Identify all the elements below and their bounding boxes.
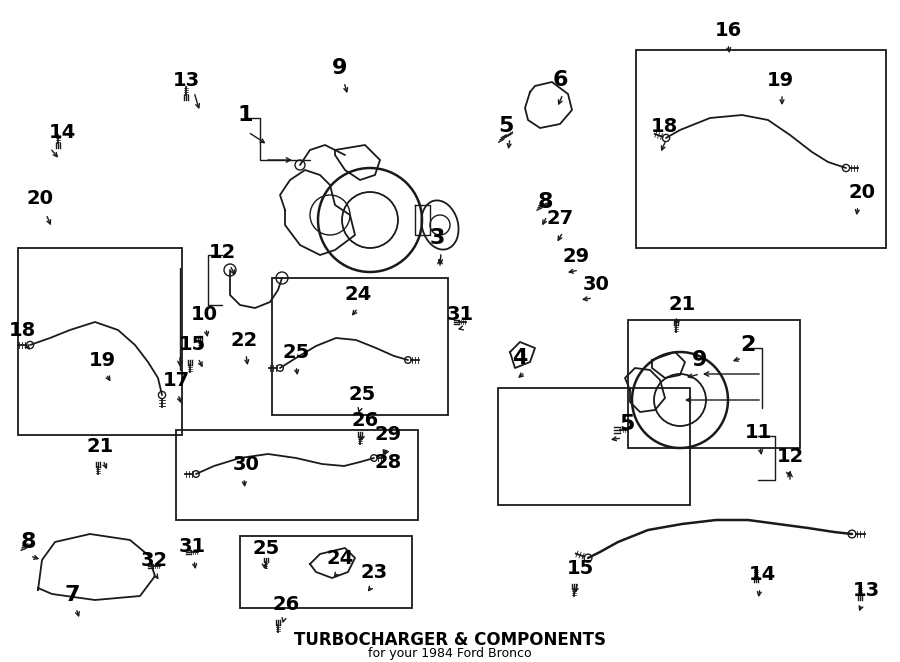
Text: 24: 24: [345, 285, 372, 303]
Text: 14: 14: [749, 565, 776, 583]
Text: 23: 23: [360, 563, 388, 581]
Polygon shape: [38, 534, 155, 600]
Text: 21: 21: [669, 295, 696, 314]
Text: 14: 14: [49, 122, 76, 142]
Text: TURBOCHARGER & COMPONENTS: TURBOCHARGER & COMPONENTS: [294, 631, 606, 649]
Text: 25: 25: [348, 385, 375, 404]
Text: 2: 2: [741, 335, 756, 355]
Text: 10: 10: [191, 305, 218, 324]
Text: 16: 16: [715, 21, 742, 40]
Bar: [628, 320, 800, 448]
Text: for your 1984 Ford Bronco: for your 1984 Ford Bronco: [368, 647, 532, 661]
Text: 29: 29: [562, 246, 590, 265]
Bar: [240, 536, 412, 608]
Text: 26: 26: [351, 410, 379, 430]
Text: 6: 6: [553, 70, 568, 90]
Polygon shape: [525, 82, 572, 128]
Polygon shape: [652, 352, 685, 378]
Text: 1: 1: [238, 105, 253, 125]
Text: 15: 15: [178, 334, 205, 354]
Bar: [636, 50, 886, 248]
Text: 5: 5: [499, 116, 514, 136]
Text: 18: 18: [651, 117, 678, 136]
Polygon shape: [310, 548, 355, 578]
Text: 18: 18: [8, 320, 36, 340]
Text: 30: 30: [232, 455, 259, 473]
Text: 19: 19: [767, 70, 794, 89]
Text: 17: 17: [162, 371, 190, 389]
Text: 11: 11: [744, 422, 771, 442]
Text: 12: 12: [209, 242, 236, 261]
Bar: [272, 278, 448, 415]
Text: 21: 21: [86, 436, 113, 455]
Text: 7: 7: [64, 585, 80, 605]
Text: 32: 32: [140, 551, 167, 569]
Text: 19: 19: [88, 350, 115, 369]
Text: 30: 30: [582, 275, 609, 293]
Text: 8: 8: [20, 532, 36, 552]
Text: 28: 28: [374, 453, 401, 471]
Text: 13: 13: [852, 581, 879, 600]
Bar: [18, 248, 182, 435]
Polygon shape: [280, 170, 355, 255]
Text: 3: 3: [429, 228, 445, 248]
Text: 4: 4: [512, 348, 527, 368]
Text: 12: 12: [777, 446, 804, 465]
Text: 20: 20: [26, 189, 53, 207]
Polygon shape: [625, 368, 665, 412]
Bar: [498, 388, 690, 505]
Bar: [176, 430, 418, 520]
Text: 25: 25: [252, 538, 280, 557]
Polygon shape: [415, 205, 430, 235]
Text: 8: 8: [537, 192, 553, 212]
Polygon shape: [510, 342, 535, 368]
Text: 31: 31: [178, 536, 205, 555]
Text: 27: 27: [546, 209, 573, 228]
Text: 5: 5: [619, 414, 634, 434]
Text: 9: 9: [692, 350, 707, 370]
Text: 29: 29: [374, 424, 401, 444]
Text: 25: 25: [283, 342, 310, 361]
Text: 26: 26: [273, 594, 300, 614]
Text: 22: 22: [230, 330, 257, 350]
Text: 24: 24: [327, 549, 354, 567]
Text: 20: 20: [849, 183, 876, 201]
Text: 31: 31: [446, 305, 473, 324]
Polygon shape: [335, 145, 380, 180]
Text: 9: 9: [332, 58, 347, 78]
Text: 15: 15: [566, 559, 594, 577]
Text: 13: 13: [173, 70, 200, 89]
